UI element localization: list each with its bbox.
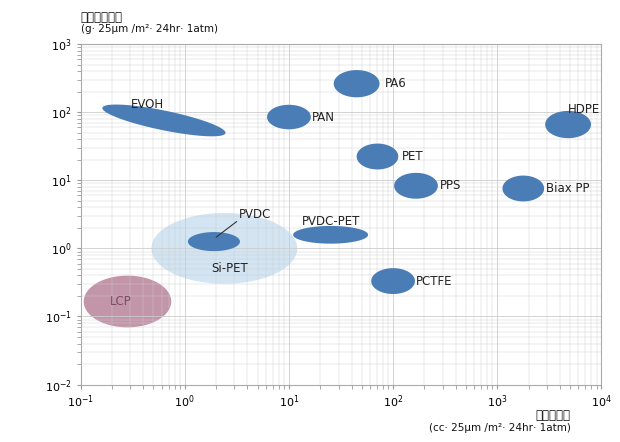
Text: PET: PET	[401, 150, 423, 163]
Text: PVDC-PET: PVDC-PET	[301, 215, 360, 228]
Polygon shape	[394, 173, 438, 199]
Text: PAN: PAN	[312, 110, 335, 123]
Text: PVDC: PVDC	[239, 208, 272, 221]
Polygon shape	[84, 276, 171, 328]
Text: HDPE: HDPE	[568, 103, 600, 116]
Polygon shape	[502, 175, 544, 202]
Polygon shape	[188, 232, 240, 251]
Text: Si-PET: Si-PET	[211, 262, 247, 275]
Text: LCP: LCP	[110, 295, 131, 308]
Text: PPS: PPS	[440, 179, 461, 192]
Polygon shape	[371, 268, 415, 294]
Polygon shape	[356, 144, 398, 169]
Polygon shape	[102, 105, 226, 136]
Polygon shape	[293, 226, 368, 244]
Text: PA6: PA6	[385, 77, 407, 90]
Text: Biax PP: Biax PP	[546, 182, 590, 195]
Polygon shape	[545, 111, 591, 138]
Polygon shape	[151, 213, 297, 284]
Text: (cc· 25μm /m²· 24hr· 1atm): (cc· 25μm /m²· 24hr· 1atm)	[428, 423, 570, 434]
Text: PCTFE: PCTFE	[416, 274, 453, 288]
Text: EVOH: EVOH	[131, 98, 164, 110]
Text: 酸素透過性: 酸素透過性	[536, 409, 570, 422]
Text: 水蒸気透過性: 水蒸気透過性	[81, 11, 123, 24]
Polygon shape	[334, 70, 379, 97]
Text: (g· 25μm /m²· 24hr· 1atm): (g· 25μm /m²· 24hr· 1atm)	[81, 24, 218, 34]
Polygon shape	[267, 105, 311, 129]
